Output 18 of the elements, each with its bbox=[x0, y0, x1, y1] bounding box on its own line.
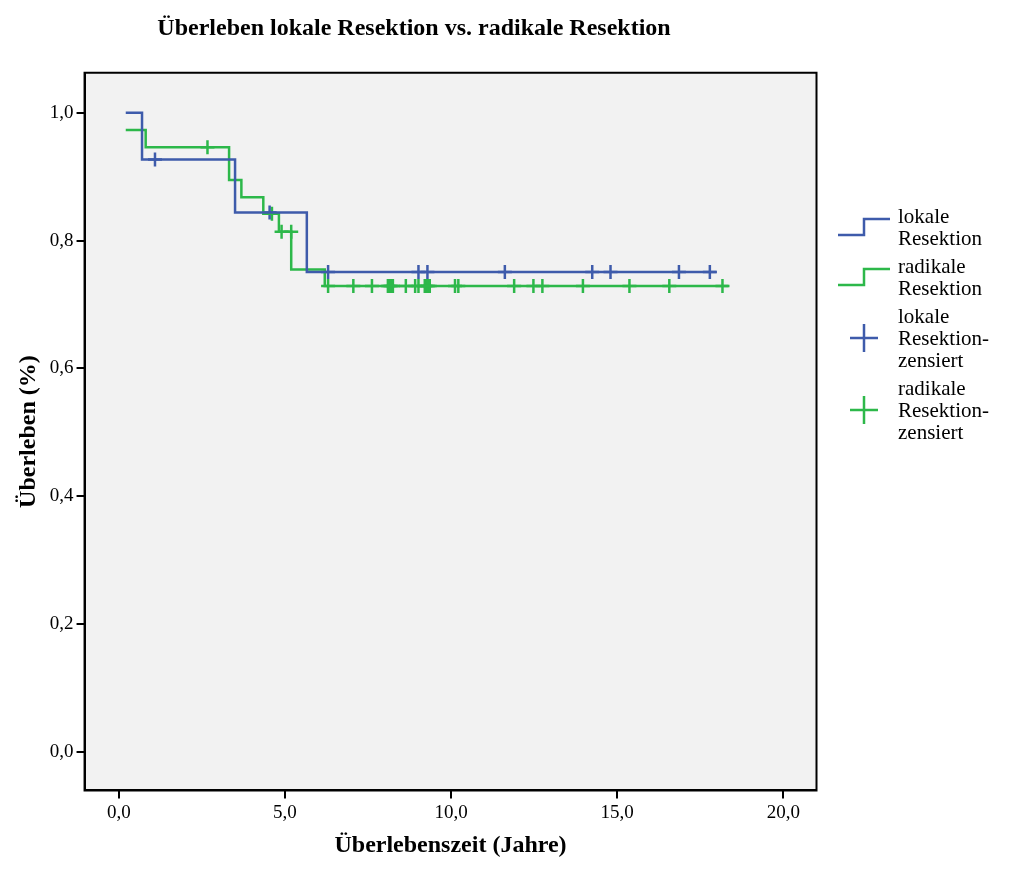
x-tick-label: 0,0 bbox=[106, 800, 131, 822]
x-tick-label: 15,0 bbox=[600, 800, 634, 822]
legend-label: radikale Resektion bbox=[898, 254, 983, 300]
y-tick-label: 1,0 bbox=[49, 100, 74, 122]
x-tick-label: 10,0 bbox=[434, 800, 468, 822]
x-tick-label: 5,0 bbox=[273, 800, 297, 822]
chart-title: Überleben lokale Resektion vs. radikale Resektion bbox=[157, 13, 671, 40]
x-tick-label: 20,0 bbox=[766, 800, 800, 822]
legend-label: lokale Resektion bbox=[898, 204, 983, 250]
y-axis-title: Überleben (%) bbox=[13, 355, 40, 508]
y-tick-label: 0,0 bbox=[49, 740, 74, 762]
y-tick-label: 0,6 bbox=[49, 356, 74, 378]
y-tick-label: 0,8 bbox=[49, 228, 74, 250]
x-axis-title: Überlebenszeit (Jahre) bbox=[334, 830, 567, 857]
legend-label: radikale Resektion-zensiert bbox=[898, 376, 990, 444]
legend-label: lokale Resektion-zensiert bbox=[898, 304, 990, 372]
y-tick-label: 0,4 bbox=[49, 484, 75, 506]
y-tick-label: 0,2 bbox=[49, 612, 74, 634]
